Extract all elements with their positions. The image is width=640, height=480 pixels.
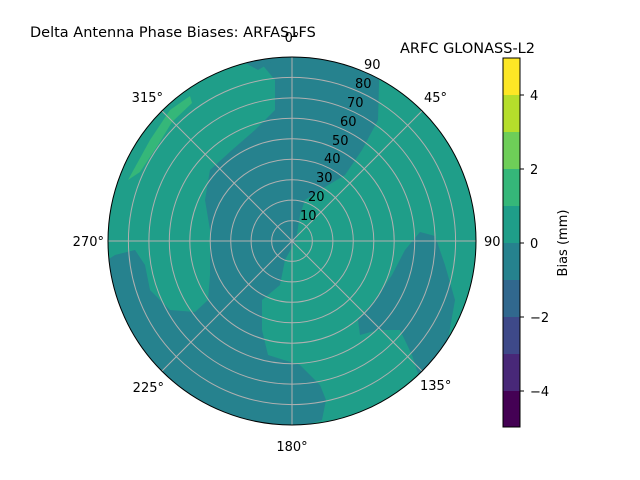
theta-label: 90: [484, 235, 501, 250]
radial-label: 50: [332, 134, 349, 149]
radial-label: 40: [324, 152, 341, 167]
theta-label: 135°: [420, 379, 451, 394]
colorbar: 4 2 0 −2 −4 Bias (mm): [502, 57, 571, 428]
theta-label: 270°: [73, 235, 104, 250]
chart-title-right: ARFC GLONASS-L2: [400, 41, 535, 57]
chart-title-left: Delta Antenna Phase Biases: ARFAS1FS: [30, 25, 316, 41]
colorbar-tick: 0: [530, 237, 538, 252]
radial-label: 70: [347, 96, 364, 111]
theta-label: 45°: [424, 91, 447, 106]
radial-label: 80: [355, 77, 372, 92]
polar-grid: [108, 57, 476, 425]
colorbar-tick: 2: [530, 163, 538, 178]
radial-label: 90: [364, 58, 381, 73]
radial-labels: 10 20 30 40 50 60 70 80 90: [300, 58, 381, 224]
colorbar-label: Bias (mm): [556, 210, 571, 277]
radial-label: 30: [316, 171, 333, 186]
colorbar-tick: −4: [530, 385, 549, 400]
theta-label: 0°: [285, 31, 300, 46]
radial-label: 60: [340, 115, 357, 130]
colorbar-tick: 4: [530, 89, 538, 104]
theta-label: 315°: [132, 91, 163, 106]
theta-label: 180°: [276, 440, 307, 455]
chart-title: Delta Antenna Phase Biases: ARFAS1FS ARF…: [0, 9, 640, 57]
theta-labels: 0° 45° 90 135° 180° 225° 270° 315°: [73, 31, 501, 455]
polar-frame: [107, 56, 477, 426]
colorbar-tick: −2: [530, 311, 549, 326]
theta-label: 225°: [133, 381, 164, 396]
radial-label: 10: [300, 209, 317, 224]
radial-label: 20: [308, 190, 325, 205]
